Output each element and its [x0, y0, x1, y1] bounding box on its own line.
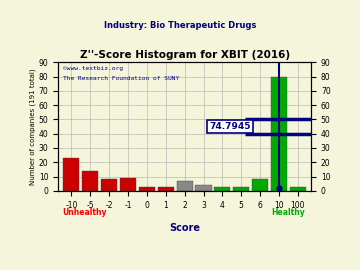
Text: 74.7945: 74.7945: [209, 122, 251, 131]
Text: Industry: Bio Therapeutic Drugs: Industry: Bio Therapeutic Drugs: [104, 21, 256, 30]
Title: Z''-Score Histogram for XBIT (2016): Z''-Score Histogram for XBIT (2016): [80, 50, 290, 60]
Y-axis label: Number of companies (191 total): Number of companies (191 total): [30, 68, 36, 185]
Text: Unhealthy: Unhealthy: [62, 208, 107, 217]
Bar: [271, 77, 287, 191]
Bar: [120, 178, 136, 191]
Bar: [177, 181, 193, 191]
Text: ©www.textbiz.org: ©www.textbiz.org: [63, 66, 123, 71]
Text: The Research Foundation of SUNY: The Research Foundation of SUNY: [63, 76, 179, 81]
Bar: [63, 158, 80, 191]
Bar: [82, 171, 98, 191]
Bar: [139, 187, 155, 191]
Bar: [214, 187, 230, 191]
Bar: [158, 187, 174, 191]
Text: Healthy: Healthy: [271, 208, 305, 217]
Bar: [233, 187, 249, 191]
Bar: [252, 179, 268, 191]
Bar: [101, 179, 117, 191]
Bar: [195, 185, 212, 191]
Bar: [290, 187, 306, 191]
X-axis label: Score: Score: [169, 223, 200, 233]
